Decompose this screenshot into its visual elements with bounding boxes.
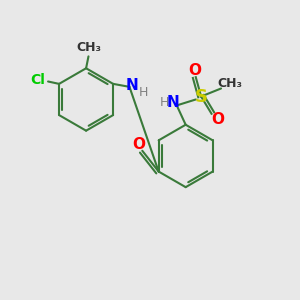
- Text: S: S: [195, 88, 208, 106]
- Text: H: H: [160, 96, 169, 109]
- Text: O: O: [212, 112, 225, 127]
- Text: H: H: [139, 86, 148, 99]
- Text: N: N: [126, 78, 139, 93]
- Text: CH₃: CH₃: [76, 41, 102, 54]
- Text: Cl: Cl: [30, 73, 45, 87]
- Text: CH₃: CH₃: [218, 76, 242, 90]
- Text: N: N: [167, 95, 180, 110]
- Text: O: O: [132, 137, 145, 152]
- Text: O: O: [188, 63, 201, 78]
